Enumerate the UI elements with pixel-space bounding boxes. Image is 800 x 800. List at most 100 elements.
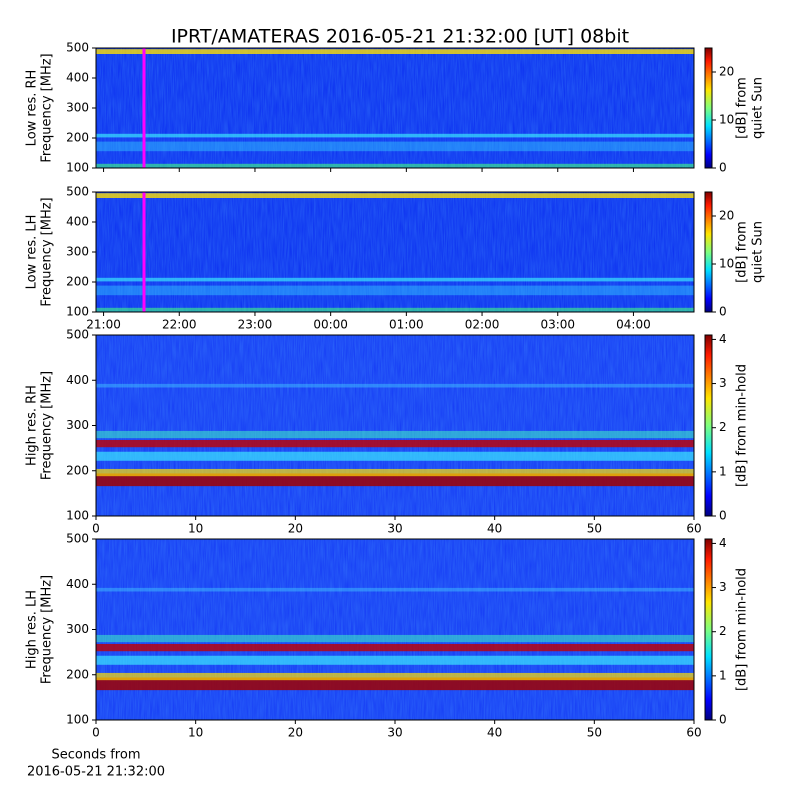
colorbar-tick-label: 3 <box>719 580 727 594</box>
colorbar-label: [dB] from min-hold <box>735 364 750 487</box>
x-tick-label: 23:00 <box>238 318 273 332</box>
y-axis-label: Frequency [MHz] <box>40 197 55 306</box>
y-tick-label: 500 <box>66 41 89 55</box>
x-tick-label: 00:00 <box>313 318 348 332</box>
y-tick-label: 500 <box>66 185 89 199</box>
colorbar-tick-label: 0 <box>719 713 727 727</box>
figure-title: IPRT/AMATERAS 2016-05-21 21:32:00 [UT] 0… <box>171 26 629 48</box>
colorbar-tick-label: 2 <box>719 624 727 638</box>
x-tick-label: 50 <box>587 522 602 536</box>
colorbar-tick-label: 0 <box>719 305 727 319</box>
x-tick-label: 01:00 <box>389 318 424 332</box>
y-axis-label: Low res. RH <box>25 70 40 147</box>
spectrogram-band <box>96 133 694 138</box>
x-tick-label: 21:00 <box>86 318 121 332</box>
spectrogram-band <box>96 430 694 439</box>
x-tick-label: 30 <box>387 522 402 536</box>
colorbar-tick-label: 10 <box>719 257 734 271</box>
spectrogram-band <box>96 634 694 643</box>
colorbar-label: [dB] from min-hold <box>735 568 750 691</box>
y-axis-label: Frequency [MHz] <box>40 371 55 480</box>
colorbar-label: [dB] from <box>735 77 750 139</box>
x-tick-label: 0 <box>92 726 100 740</box>
spectrogram-noise <box>96 335 694 516</box>
spectrogram-band <box>96 141 694 152</box>
x-tick-label: 20 <box>288 726 303 740</box>
colorbar <box>704 334 713 517</box>
x-tick-label: 60 <box>686 522 701 536</box>
y-axis-label: Frequency [MHz] <box>40 53 55 162</box>
colorbar-tick-label: 1 <box>719 668 727 682</box>
y-tick-label: 500 <box>66 328 89 342</box>
spectrogram-band <box>96 677 694 691</box>
y-tick-label: 100 <box>66 713 89 727</box>
x-tick-label: 22:00 <box>162 318 197 332</box>
y-tick-label: 400 <box>66 71 89 85</box>
y-tick-label: 200 <box>66 275 89 289</box>
spectrogram-band <box>96 49 694 54</box>
spectrogram-band <box>96 473 694 487</box>
y-tick-label: 400 <box>66 215 89 229</box>
colorbar-label: [dB] from <box>735 221 750 283</box>
colorbar-label: quiet Sun <box>751 77 766 139</box>
spectrogram-band <box>96 307 694 312</box>
x-axis-label: Seconds from <box>51 748 140 763</box>
y-tick-label: 400 <box>66 577 89 591</box>
spectrogram-band <box>96 383 694 388</box>
y-tick-label: 100 <box>66 509 89 523</box>
y-tick-label: 300 <box>66 245 89 259</box>
y-tick-label: 300 <box>66 622 89 636</box>
x-tick-label: 20 <box>288 522 303 536</box>
colorbar-tick-label: 0 <box>719 161 727 175</box>
x-tick-label: 40 <box>487 522 502 536</box>
y-tick-label: 500 <box>66 532 89 546</box>
y-axis-label: High res. RH <box>25 385 40 466</box>
colorbar-label: quiet Sun <box>751 221 766 283</box>
y-tick-label: 100 <box>66 305 89 319</box>
y-axis-label: Low res. LH <box>25 215 40 290</box>
colorbar-tick-label: 0 <box>719 509 727 523</box>
x-tick-label: 04:00 <box>616 318 651 332</box>
spectrogram-band <box>96 277 694 282</box>
colorbar-tick-label: 4 <box>719 332 727 346</box>
y-axis-label: High res. LH <box>25 590 40 669</box>
colorbar-tick-label: 3 <box>719 376 727 390</box>
y-axis-label: Frequency [MHz] <box>40 575 55 684</box>
y-tick-label: 100 <box>66 161 89 175</box>
colorbar-tick-label: 10 <box>719 113 734 127</box>
x-tick-label: 03:00 <box>540 318 575 332</box>
colorbar-tick-label: 1 <box>719 464 727 478</box>
spectrogram-band <box>96 163 694 168</box>
spectrogram-band <box>96 193 694 198</box>
y-tick-label: 200 <box>66 131 89 145</box>
colorbar <box>704 191 713 313</box>
x-tick-label: 0 <box>92 522 100 536</box>
y-tick-label: 200 <box>66 463 89 477</box>
x-tick-label: 60 <box>686 726 701 740</box>
x-tick-label: 02:00 <box>465 318 500 332</box>
y-tick-label: 400 <box>66 373 89 387</box>
x-tick-label: 50 <box>587 726 602 740</box>
x-tick-label: 10 <box>188 726 203 740</box>
colorbar-tick-label: 20 <box>719 65 734 79</box>
spectrogram-band <box>96 468 694 477</box>
y-tick-label: 200 <box>66 667 89 681</box>
spectrogram-band <box>96 451 694 461</box>
colorbar-tick-label: 2 <box>719 420 727 434</box>
x-tick-label: 40 <box>487 726 502 740</box>
colorbar <box>704 47 713 169</box>
spectrogram-band <box>96 439 694 448</box>
x-axis-label: 2016-05-21 21:32:00 <box>27 765 165 780</box>
spectrogram-band <box>96 587 694 592</box>
spectrogram-band <box>96 672 694 681</box>
y-tick-label: 300 <box>66 418 89 432</box>
spectrogram-noise <box>96 539 694 720</box>
colorbar-tick-label: 20 <box>719 209 734 223</box>
colorbar-tick-label: 4 <box>719 536 727 550</box>
x-tick-label: 10 <box>188 522 203 536</box>
